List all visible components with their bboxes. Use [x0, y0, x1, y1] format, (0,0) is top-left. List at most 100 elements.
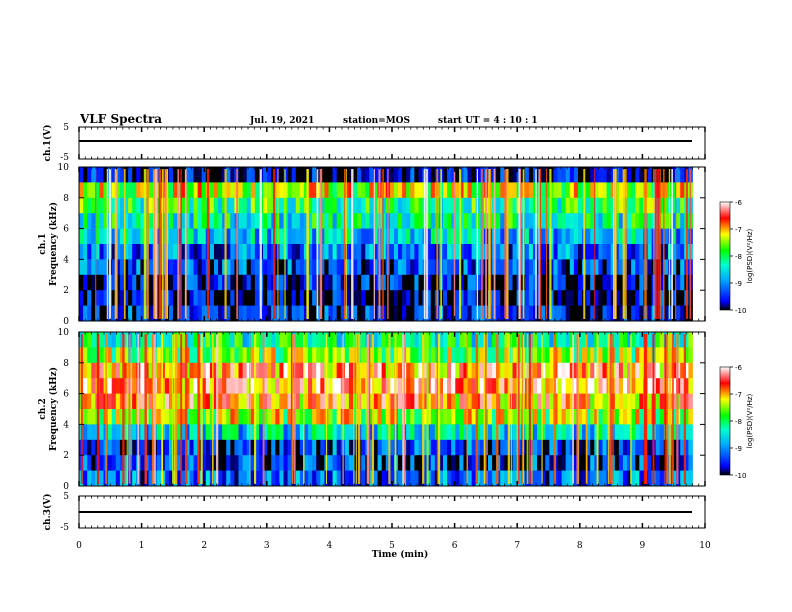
spec-cell [185, 424, 190, 441]
spec-cell [459, 347, 464, 364]
sferic-spike [343, 169, 346, 319]
spec-cell [594, 197, 599, 214]
spec-cell [471, 362, 477, 379]
spec-cell [471, 228, 477, 245]
spec-cell [647, 332, 652, 348]
spec-cell [627, 305, 632, 322]
sferic-spike [423, 169, 426, 319]
spec-cell [545, 259, 550, 276]
spec-cell [561, 424, 567, 441]
spec-cell [250, 393, 256, 410]
spec-cell [218, 393, 223, 410]
sferic-spike [351, 169, 354, 319]
spec-cell [549, 259, 554, 276]
spec-cell [455, 305, 460, 322]
spec-cell [471, 409, 477, 425]
spec-cell [418, 290, 423, 306]
spec-cell [95, 290, 100, 306]
spec-cell [406, 274, 411, 291]
spec-cell [573, 274, 579, 291]
spec-cell [496, 167, 501, 183]
spec-cell [447, 424, 452, 441]
spec-cell [631, 182, 636, 199]
spec-cell [414, 213, 419, 229]
spec-cell [193, 274, 199, 291]
spec-cell [213, 197, 219, 214]
spec-cell [573, 167, 579, 183]
spec-cell [438, 409, 444, 425]
spec-cell [111, 197, 117, 214]
spec-cell [528, 393, 534, 410]
spec-cell [586, 439, 591, 456]
spec-cell [471, 290, 477, 306]
spec-cell [414, 409, 419, 425]
spec-cell [512, 409, 518, 425]
spec-cell [128, 274, 133, 291]
spec-cell [99, 347, 104, 364]
spec-cell [639, 439, 644, 456]
spec-cell [586, 182, 591, 199]
spec-cell [508, 332, 513, 348]
spec-cell [336, 228, 342, 245]
spec-cell [618, 455, 624, 471]
sferic-spike [493, 169, 496, 319]
sferic-spike [652, 334, 654, 484]
spec-cell [577, 290, 583, 306]
spec-cell [271, 393, 276, 410]
spec-cell [254, 439, 260, 456]
spec-cell [353, 393, 358, 410]
spec-cell [156, 347, 162, 364]
spec-cell [672, 290, 677, 306]
spec-cell [168, 167, 174, 183]
spec-cell [426, 362, 432, 379]
spec-cell [201, 439, 207, 456]
spec-cell [238, 305, 243, 322]
spec-cell [463, 362, 468, 379]
spec-cell [209, 182, 215, 199]
spec-cell [87, 182, 92, 199]
spec-cell [565, 362, 571, 379]
spec-cell [500, 439, 505, 456]
spec-cell [582, 439, 587, 456]
spec-cell [492, 424, 497, 441]
spec-cell [577, 228, 583, 245]
spec-cell [369, 378, 374, 394]
spec-cell [226, 259, 231, 276]
spec-cell [467, 455, 473, 471]
spec-cell [635, 470, 640, 487]
freq-tick-label: 6 [63, 225, 69, 235]
spec-cell [455, 167, 460, 183]
spec-cell [193, 305, 199, 322]
spec-cell [99, 182, 104, 199]
spec-cell [324, 274, 329, 291]
spec-cell [598, 362, 603, 379]
spec-cell [168, 228, 174, 245]
spec-cell [99, 228, 104, 245]
spec-cell [173, 305, 178, 322]
spec-cell [418, 244, 423, 260]
spec-cell [303, 274, 309, 291]
spec-cell [635, 290, 640, 306]
spec-cell [99, 409, 104, 425]
spec-cell [532, 470, 538, 487]
spec-cell [234, 439, 239, 456]
spec-cell [569, 305, 575, 322]
spec-cell [365, 182, 370, 199]
spec-cell [639, 290, 644, 306]
sferic-spike [174, 334, 178, 484]
spec-cell [344, 167, 350, 183]
spec-cell [250, 332, 256, 348]
spec-cell [295, 362, 301, 379]
spec-cell [336, 362, 342, 379]
spec-cell [406, 244, 411, 260]
spec-cell [320, 274, 325, 291]
spec-cell [275, 455, 280, 471]
spec-cell [303, 332, 309, 348]
spec-cell [115, 455, 121, 471]
spec-cell [148, 197, 154, 214]
spec-cell [577, 362, 583, 379]
spec-cell [496, 305, 501, 322]
spec-cell [586, 424, 591, 441]
spec-cell [684, 439, 689, 456]
